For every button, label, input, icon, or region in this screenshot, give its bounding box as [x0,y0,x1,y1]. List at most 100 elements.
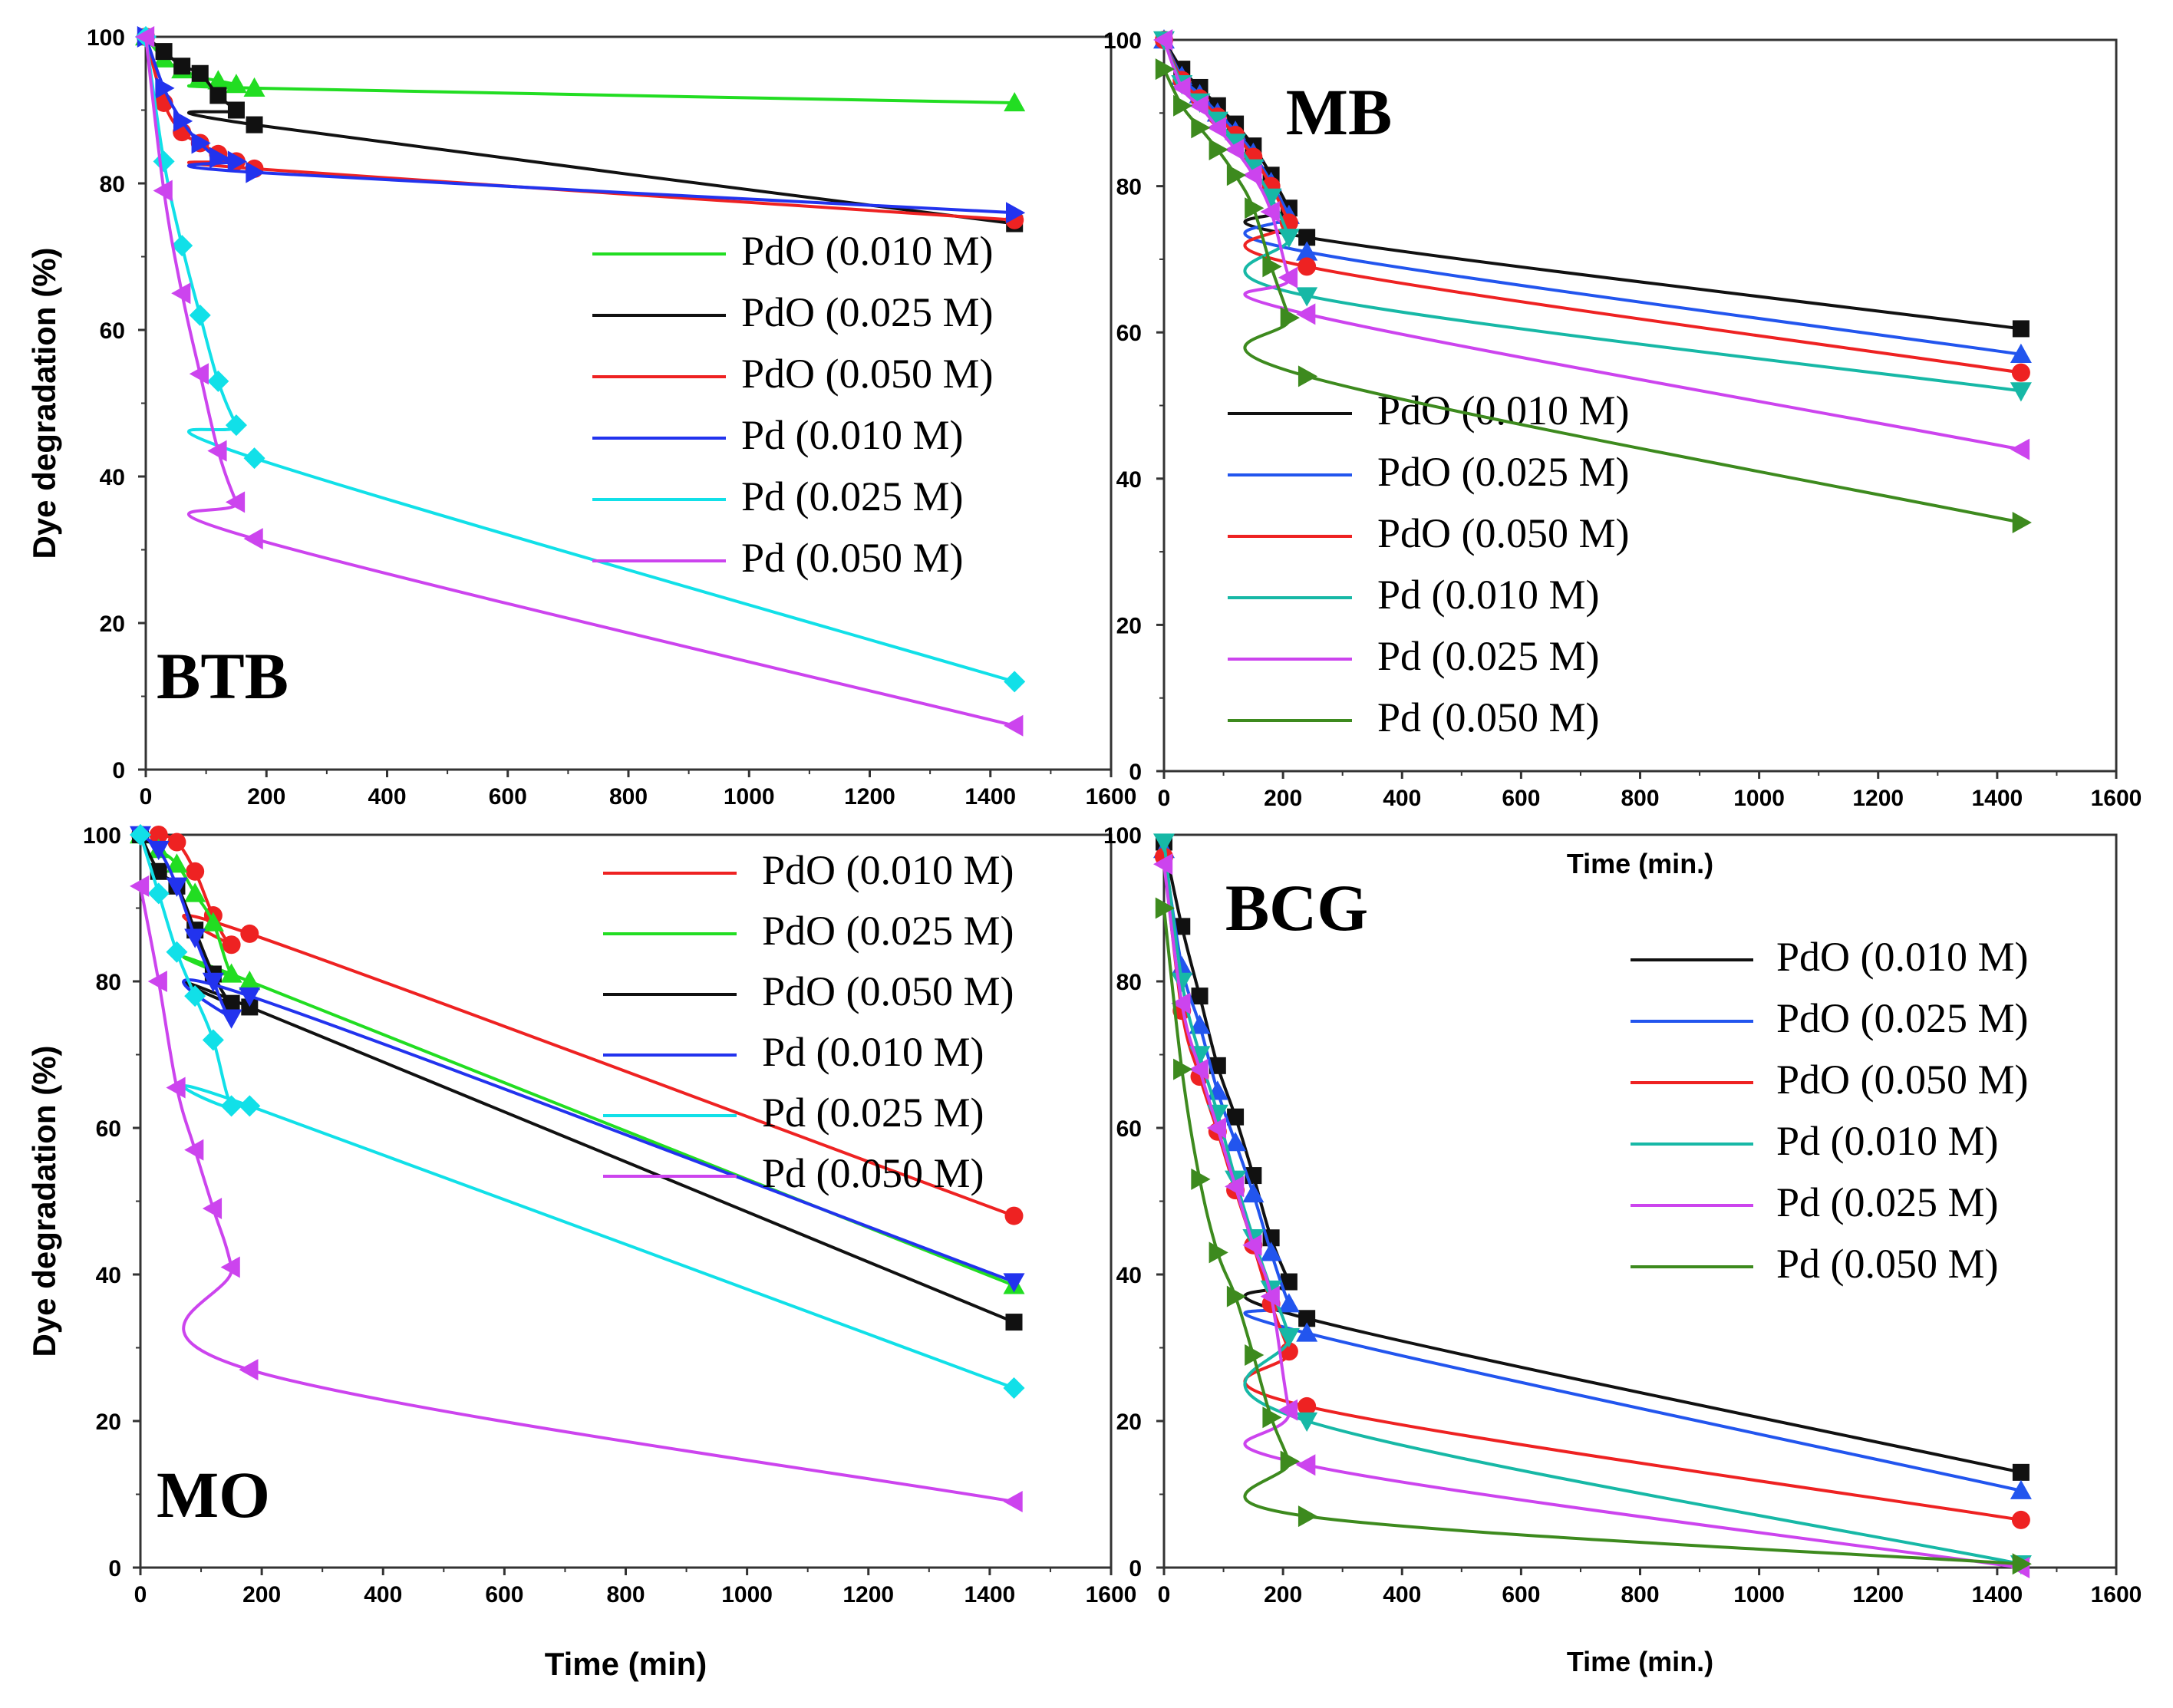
x-axis-title: Time (min.) [1567,848,1713,879]
data-point [2010,1479,2032,1499]
data-point [1209,1241,1228,1264]
y-tick-label: 60 [1116,1116,1142,1142]
data-point [207,70,229,90]
x-tick-label: 1400 [1972,1582,2023,1607]
data-point [1173,94,1193,117]
data-point [1226,164,1247,186]
data-point [147,971,167,992]
data-point [184,985,206,1007]
y-tick-label: 0 [108,1556,121,1581]
legend-label: Pd (0.010 M) [1377,572,1600,618]
data-point [225,74,247,94]
x-tick-label: 0 [1158,1582,1171,1607]
series-btb-3 [137,26,1026,224]
legend-label: Pd (0.025 M) [1377,633,1600,679]
data-point [184,928,206,948]
x-tick-label: 400 [368,784,406,809]
chart-panel-mo: 0 200 400 600 800 1000 1200 1400 1600 0 20 40 60 80 10… [26,823,1136,1682]
x-tick-label: 200 [242,1582,281,1607]
data-point [1278,266,1298,289]
data-point [243,77,265,97]
data-point [1173,1058,1193,1080]
data-point [1226,1285,1247,1307]
legend-label: PdO (0.050 M) [1776,1057,2029,1103]
series-line [144,36,1015,727]
data-point [225,491,246,513]
data-point [130,875,150,897]
series-btb-0 [135,26,1026,112]
series-bcg-0 [1156,833,2030,1481]
series-btb-2 [137,28,1024,229]
x-tick-label: 1200 [1852,786,1904,811]
series-mb-5 [1155,58,2032,533]
y-tick-label: 80 [1116,970,1142,995]
data-point [171,282,191,305]
series-bcg-5 [1155,897,2032,1575]
legend-label: PdO (0.025 M) [762,908,1014,954]
series-line [144,35,1015,226]
data-point [1278,1293,1300,1313]
legend-label: Pd (0.010 M) [762,1029,984,1075]
x-tick-label: 200 [247,784,285,809]
x-tick-label: 200 [1264,786,1302,811]
data-point [149,826,168,844]
y-axis-title: Dye degradation (%) [26,247,62,559]
data-point [1262,256,1282,278]
data-point [153,150,175,173]
x-tick-label: 600 [489,784,527,809]
data-point [1296,241,1318,261]
x-tick-label: 400 [1383,786,1421,811]
data-point [1004,714,1024,737]
legend-label: Pd (0.050 M) [762,1150,984,1196]
data-point [1209,1057,1226,1074]
y-tick-label: 100 [1103,823,1142,849]
data-point [239,1359,259,1381]
data-point [1153,853,1173,875]
y-tick-label: 0 [1129,760,1142,785]
legend-label: Pd (0.025 M) [1776,1179,1999,1225]
legend-label: PdO (0.025 M) [741,289,994,335]
data-point [220,1009,242,1029]
data-point [1242,1182,1265,1203]
series-line [139,885,1014,1504]
data-point [1298,229,1316,246]
data-point [1296,303,1316,325]
data-point [1189,94,1209,117]
y-tick-label: 20 [1116,1410,1142,1435]
data-point [1260,1241,1282,1261]
data-point [225,414,247,437]
data-point [1155,897,1175,919]
legend-label: Pd (0.050 M) [1377,694,1600,740]
x-tick-label: 1600 [1086,1582,1137,1607]
panel-label-bcg: BCG [1225,871,1368,945]
data-point [1153,833,1175,853]
y-tick-label: 0 [112,758,125,783]
data-point [202,912,224,931]
data-point [1171,972,1193,992]
data-point [1280,307,1300,329]
y-tick-label: 60 [1116,321,1142,346]
data-point [1153,29,1173,51]
series-line [144,35,1015,104]
x-tick-label: 400 [1383,1582,1421,1607]
data-point [1004,91,1026,112]
data-point [1209,138,1228,160]
y-tick-label: 60 [96,1116,121,1142]
data-point [1278,229,1300,249]
data-point [1278,1399,1298,1421]
data-point [223,994,240,1012]
y-tick-label: 40 [1116,1263,1142,1288]
x-tick-label: 800 [1621,786,1659,811]
data-point [2012,1553,2032,1575]
data-point [189,363,209,385]
data-point [2010,438,2030,460]
x-tick-label: 600 [1502,786,1540,811]
data-point [207,370,229,392]
y-tick-label: 40 [96,1263,121,1288]
x-tick-label: 1600 [2091,1582,2142,1607]
data-point [2012,511,2032,533]
data-point [1206,117,1227,139]
x-tick-label: 1400 [964,1582,1016,1607]
x-tick-label: 1000 [1733,1582,1785,1607]
x-tick-label: 200 [1264,1582,1302,1607]
